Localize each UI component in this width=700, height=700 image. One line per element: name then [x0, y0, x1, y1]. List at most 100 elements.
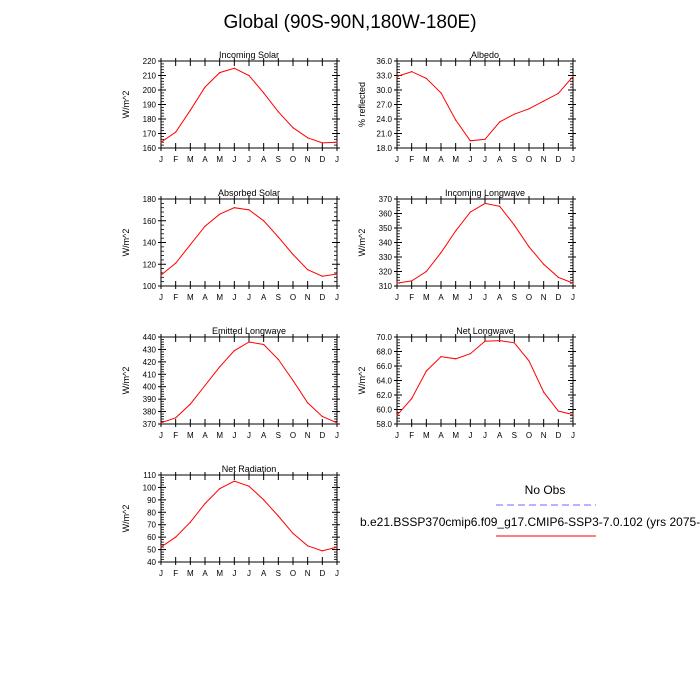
data-point	[307, 269, 309, 271]
x-tick-label: A	[202, 569, 208, 578]
data-point	[396, 75, 398, 78]
x-tick-label: M	[216, 431, 223, 440]
y-tick-label: 410	[143, 370, 157, 379]
x-tick-label: D	[555, 293, 561, 302]
x-tick-label: O	[290, 155, 296, 164]
y-tick-label: 330	[379, 253, 393, 262]
y-tick-label: 100	[143, 282, 157, 291]
data-point	[484, 202, 486, 204]
x-tick-label: N	[305, 569, 311, 578]
y-tick-label: 50	[147, 546, 156, 555]
x-tick-label: M	[216, 155, 223, 164]
x-tick-label: N	[305, 431, 311, 440]
panel-frame	[160, 474, 338, 563]
series-line	[396, 202, 574, 284]
y-axis-label: W/m^2	[121, 91, 131, 119]
series-line	[160, 67, 338, 144]
x-tick-label: O	[526, 293, 532, 302]
x-tick-label: J	[159, 155, 163, 164]
y-tick-label: 110	[143, 471, 156, 480]
data-point	[557, 92, 559, 94]
data-point	[219, 488, 221, 490]
y-tick-label: 80	[147, 508, 156, 517]
data-point	[499, 205, 501, 207]
panel-title: Net Longwave	[456, 326, 514, 336]
y-tick-label: 180	[143, 195, 157, 204]
data-point	[175, 536, 177, 538]
data-point	[248, 74, 250, 77]
series-line	[160, 341, 338, 424]
data-point	[189, 109, 191, 111]
x-tick-label: J	[468, 293, 472, 302]
data-point	[175, 262, 177, 264]
data-point	[292, 379, 294, 382]
data-point	[307, 402, 309, 404]
y-tick-label: 58.0	[376, 420, 392, 429]
data-point	[263, 499, 265, 501]
y-tick-label: 30.0	[376, 86, 392, 95]
data-point	[263, 343, 265, 346]
panel-frame	[160, 60, 338, 149]
panel-title: Incoming Longwave	[445, 188, 525, 198]
x-tick-label: M	[187, 431, 194, 440]
y-axis-label: % reflected	[357, 82, 367, 127]
x-tick-label: O	[290, 431, 296, 440]
x-tick-label: A	[261, 431, 267, 440]
data-point	[307, 137, 309, 139]
y-tick-label: 68.0	[376, 348, 392, 357]
x-tick-label: F	[173, 569, 178, 578]
legend-run-label: b.e21.BSSP370cmip6.f09_g17.CMIP6-SSP3-7.…	[360, 515, 700, 529]
x-tick-label: F	[409, 293, 414, 302]
x-tick-label: J	[468, 155, 472, 164]
y-tick-label: 420	[143, 358, 157, 367]
y-tick-label: 36.0	[376, 57, 392, 66]
data-point	[396, 282, 398, 284]
x-tick-label: A	[438, 431, 444, 440]
panel-title: Incoming Solar	[219, 50, 279, 60]
data-point	[411, 280, 413, 282]
y-tick-label: 340	[379, 239, 393, 248]
data-point	[248, 209, 250, 211]
data-point	[455, 230, 457, 232]
y-tick-label: 370	[143, 420, 157, 429]
x-tick-label: S	[512, 293, 517, 302]
data-point	[557, 276, 559, 278]
y-tick-label: 210	[143, 72, 157, 81]
y-tick-label: 40	[147, 558, 156, 567]
x-tick-label: F	[173, 431, 178, 440]
x-tick-label: J	[159, 569, 163, 578]
y-tick-label: 430	[143, 345, 157, 354]
data-point	[160, 274, 162, 276]
x-tick-label: S	[276, 155, 281, 164]
y-axis-label: W/m^2	[121, 505, 131, 533]
data-point	[248, 485, 250, 487]
data-point	[233, 67, 235, 69]
data-point	[396, 414, 398, 416]
y-tick-label: 370	[379, 195, 393, 204]
x-tick-label: S	[276, 431, 281, 440]
x-tick-label: J	[483, 431, 487, 440]
series-line	[396, 71, 574, 142]
data-point	[336, 141, 338, 143]
x-tick-label: D	[555, 431, 561, 440]
x-tick-label: M	[423, 155, 430, 164]
x-tick-label: D	[319, 569, 325, 578]
x-tick-label: J	[159, 431, 163, 440]
x-tick-label: A	[261, 293, 267, 302]
x-tick-label: N	[541, 155, 547, 164]
x-tick-label: J	[335, 155, 339, 164]
x-tick-label: N	[305, 155, 311, 164]
data-point	[277, 358, 279, 360]
x-tick-label: D	[319, 155, 325, 164]
y-tick-label: 24.0	[376, 115, 392, 124]
data-point	[277, 111, 279, 113]
data-point	[572, 282, 574, 284]
x-tick-label: J	[247, 155, 251, 164]
x-tick-label: A	[261, 155, 267, 164]
y-axis-label: W/m^2	[121, 367, 131, 395]
y-tick-label: 400	[143, 383, 157, 392]
data-point	[160, 422, 162, 424]
x-tick-label: J	[571, 293, 575, 302]
